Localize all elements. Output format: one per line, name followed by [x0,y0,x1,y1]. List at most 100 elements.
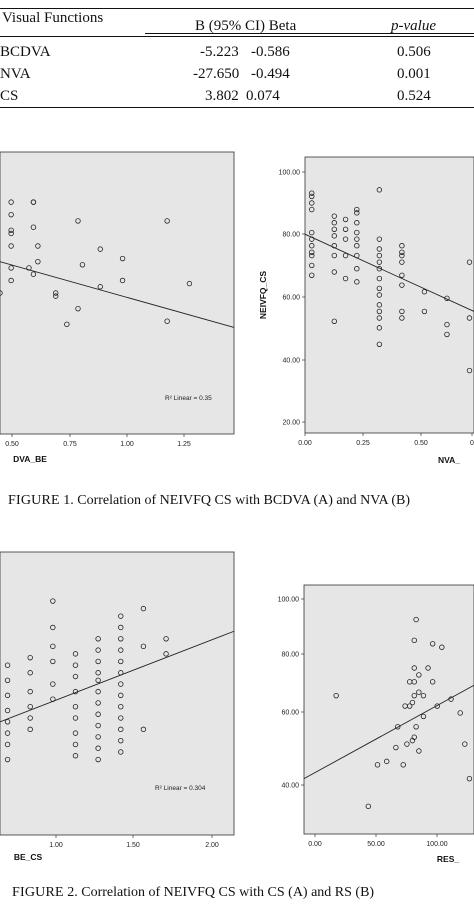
data-point [354,252,360,259]
table-row-label: CS [0,88,19,104]
data-point [97,246,103,252]
x-tick-label: 1.50 [126,842,140,849]
data-point [72,704,79,710]
data-point [444,321,450,328]
x-tick-label: 0.00 [298,440,312,447]
data-point [457,710,463,716]
data-point [64,321,70,328]
data-point [140,643,147,650]
data-point [354,236,360,242]
data-point [118,681,124,687]
x-tick-label: 1.25 [177,441,191,448]
data-point [399,315,405,321]
r2-annotation: R² Linear = 0.304 [155,785,206,792]
table-header-b-beta: B (95% CI) Beta [195,18,297,34]
data-point [399,308,405,315]
data-point [376,325,383,331]
x-tick-label: 0.50 [414,440,428,447]
data-point [118,636,124,642]
data-point [8,265,14,271]
data-point [404,741,410,747]
data-point [118,715,124,721]
data-point [53,290,59,296]
table-row-beta: -0.586 [251,44,290,60]
data-point [331,220,337,226]
data-point [309,200,315,206]
table-top-rule [0,8,474,9]
data-point [95,734,101,740]
data-point [8,211,14,218]
data-point [27,688,33,695]
data-point [95,711,101,717]
data-point [164,318,170,324]
data-point [376,341,383,347]
data-point [309,190,315,196]
data-point [26,265,32,271]
data-point [118,647,124,653]
data-point [413,724,419,730]
data-point [429,679,436,685]
data-point [331,243,337,249]
data-point [72,673,79,680]
data-point [416,672,422,678]
data-point [27,715,33,721]
data-point [35,258,41,265]
data-point [72,662,79,668]
plot-area [304,156,474,434]
data-point [163,636,169,642]
data-point [95,745,101,751]
data-point [30,271,37,277]
data-point [462,741,468,747]
data-point [4,677,11,683]
data-point [411,679,417,685]
data-point [4,662,11,668]
data-point [354,229,360,236]
x-axis-label: DVA_BE [13,454,47,464]
data-point [331,233,337,239]
data-point [118,704,124,710]
table-row-label: BCDVA [0,44,51,60]
table-row-b: 3.802 [205,88,239,104]
table-header-visual-functions: Visual Functions [2,10,104,26]
data-point [27,654,33,661]
data-point [342,252,349,259]
data-point [354,220,360,226]
data-point [95,636,101,642]
data-point [27,670,33,676]
data-point [331,213,337,219]
data-point [50,643,56,650]
y-tick-label: 60.00 [281,710,299,717]
data-point [140,726,147,733]
data-point [374,762,381,768]
data-point [399,252,405,259]
data-point [466,315,473,321]
r2-annotation: R² Linear = 0.35 [165,395,212,402]
data-point [376,275,383,282]
data-point [4,719,11,725]
data-point [434,703,440,709]
data-point [354,206,360,213]
y-tick-label: 40.00 [282,358,300,365]
data-point [309,236,315,242]
data-point [30,224,37,230]
chart-res-scatter: 0.00 50.00 100.00 100.00 80.00 60.00 40.00 RES_ [278,584,474,864]
data-point [376,246,383,252]
data-point [309,206,315,213]
data-point [95,756,101,763]
data-point [95,722,101,729]
data-point [342,275,349,282]
table-bottom-rule [0,107,474,108]
data-point [354,279,360,285]
table-row-label: NVA [0,66,31,82]
data-point [421,289,428,295]
x-tick-label: 1.00 [49,842,63,849]
data-point [466,367,473,374]
data-point [163,651,169,657]
table-row-p: 0.506 [397,44,431,60]
data-point [365,803,372,810]
data-point [400,762,406,768]
data-point [118,670,124,676]
data-point [376,266,383,272]
data-point [53,293,59,299]
data-point [72,730,79,736]
